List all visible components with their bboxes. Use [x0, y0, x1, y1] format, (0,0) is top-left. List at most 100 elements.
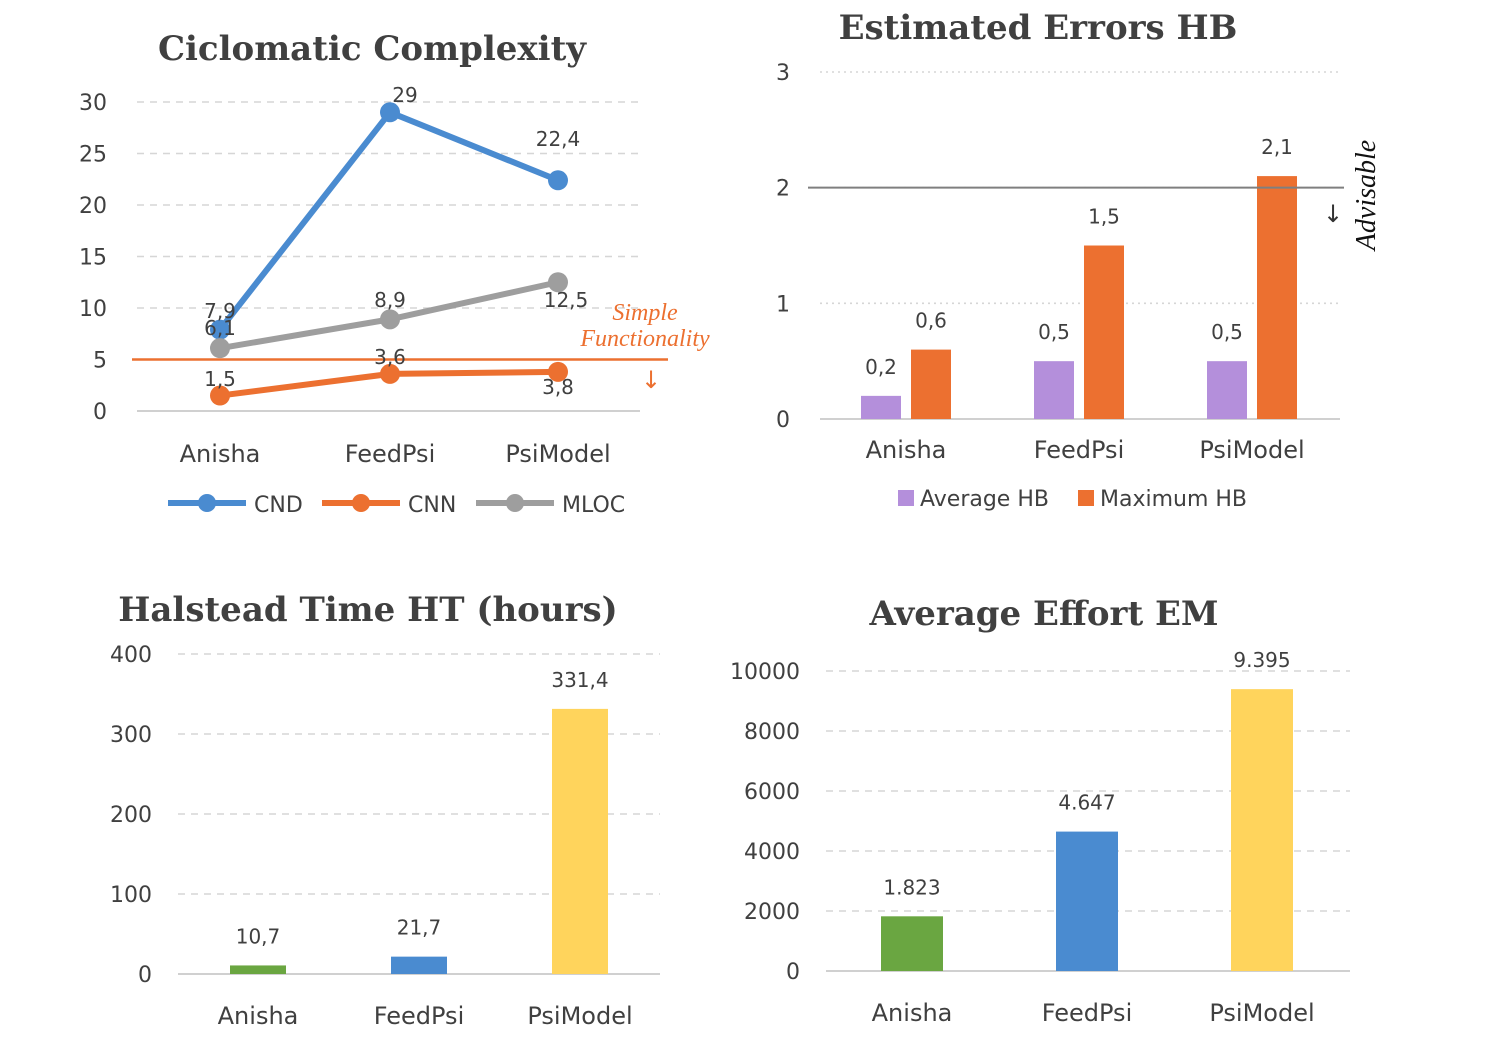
y-tick-label: 0 — [93, 400, 107, 425]
chart-1: Estimated Errors HB 0 1 2 3 Anisha FeedPsi PsiM… — [776, 8, 1382, 512]
data-label: 6,1 — [204, 316, 236, 340]
chart-title: Average Effort EM — [868, 594, 1218, 634]
data-label: 1.823 — [883, 875, 940, 899]
data-label: 10,7 — [236, 924, 281, 948]
legend-marker — [352, 494, 370, 512]
data-label: 1,5 — [1088, 205, 1120, 229]
y-tick-label: 25 — [79, 143, 107, 168]
data-label: 7,9 — [204, 299, 236, 323]
legend-label: CNN — [408, 493, 456, 518]
bar — [1056, 831, 1118, 971]
data-label: 4.647 — [1058, 791, 1115, 815]
bar — [391, 956, 447, 974]
y-tick-label: 0 — [138, 963, 152, 988]
y-tick-label: 5 — [93, 349, 107, 374]
y-tick-label: 10000 — [730, 660, 800, 685]
data-label: 0,2 — [865, 355, 897, 379]
data-point-cnn — [548, 361, 568, 382]
bar — [552, 708, 608, 974]
reference-label: Simple — [612, 300, 678, 326]
x-category-label: PsiModel — [1199, 436, 1304, 464]
y-tick-label: 300 — [110, 723, 152, 748]
x-category-label: FeedPsi — [374, 1002, 464, 1030]
bar — [881, 916, 943, 971]
legend-swatch — [1078, 490, 1094, 506]
x-category-label: Anisha — [872, 999, 953, 1027]
data-point-cnd — [548, 170, 568, 191]
reference-label: Advisable — [1351, 140, 1382, 252]
legend-label: Average HB — [920, 487, 1049, 512]
reference-label: Functionality — [579, 326, 710, 352]
chart-title: Ciclomatic Complexity — [158, 29, 587, 69]
y-tick-label: 30 — [79, 91, 107, 116]
legend-swatch — [898, 490, 914, 506]
x-category-label: FeedPsi — [1034, 436, 1124, 464]
data-point-cnd — [210, 319, 230, 340]
data-label: 22,4 — [536, 127, 581, 151]
x-category-label: Anisha — [180, 440, 261, 468]
x-category-label: PsiModel — [505, 440, 610, 468]
x-category-label: Anisha — [218, 1002, 299, 1030]
bar-average-hb — [1207, 361, 1247, 419]
y-tick-label: 3 — [776, 61, 790, 86]
data-point-cnn — [210, 385, 230, 406]
chart-3: Average Effort EM 0 2000 4000 6000 8000 10000 A… — [730, 594, 1350, 1027]
bar-maximum-hb — [1257, 176, 1297, 419]
data-label: 21,7 — [397, 916, 442, 940]
y-tick-label: 0 — [786, 960, 800, 985]
data-label: 3,6 — [374, 345, 406, 369]
y-tick-label: 10 — [79, 297, 107, 322]
x-category-label: FeedPsi — [1042, 999, 1132, 1027]
data-label: 12,5 — [544, 288, 589, 312]
y-tick-label: 6000 — [744, 780, 800, 805]
y-tick-label: 4000 — [744, 840, 800, 865]
y-tick-label: 15 — [79, 246, 107, 271]
data-label: 0,5 — [1038, 320, 1070, 344]
data-label: 3,8 — [542, 375, 574, 399]
data-point-mloc — [210, 338, 230, 359]
legend-label: Maximum HB — [1100, 487, 1247, 512]
bar — [230, 965, 286, 974]
data-label: 8,9 — [374, 288, 406, 312]
bar-maximum-hb — [1084, 245, 1124, 419]
bar — [1231, 689, 1293, 971]
y-tick-label: 0 — [776, 408, 790, 433]
x-category-label: PsiModel — [1209, 999, 1314, 1027]
y-tick-label: 100 — [110, 883, 152, 908]
data-point-mloc — [548, 272, 568, 293]
y-tick-label: 400 — [110, 643, 152, 668]
data-point-cnd — [380, 102, 400, 123]
x-category-label: FeedPsi — [345, 440, 435, 468]
legend-label: CND — [254, 493, 303, 518]
x-category-label: PsiModel — [527, 1002, 632, 1030]
y-tick-label: 2000 — [744, 900, 800, 925]
legend-label: MLOC — [562, 493, 625, 518]
reference-arrow: ↓ — [641, 366, 661, 394]
reference-arrow: ↓ — [1323, 200, 1343, 228]
data-label: 9.395 — [1233, 648, 1290, 672]
data-label: 331,4 — [551, 668, 608, 692]
data-label: 1,5 — [204, 367, 236, 391]
data-point-mloc — [380, 309, 400, 330]
data-point-cnn — [380, 363, 400, 384]
chart-title: Halstead Time HT (hours) — [118, 590, 617, 630]
y-tick-label: 1 — [776, 292, 790, 317]
bar-average-hb — [861, 395, 901, 419]
bar-average-hb — [1034, 361, 1074, 419]
bar-maximum-hb — [911, 349, 951, 419]
legend-marker — [198, 494, 216, 512]
y-tick-label: 200 — [110, 803, 152, 828]
chart-title: Estimated Errors HB — [839, 8, 1238, 48]
y-tick-label: 20 — [79, 194, 107, 219]
y-tick-label: 2 — [776, 177, 790, 202]
y-tick-label: 8000 — [744, 720, 800, 745]
chart-0: Ciclomatic Complexity 0 5 10 15 20 25 30 Anisha F… — [79, 29, 710, 518]
legend-marker — [506, 494, 524, 512]
data-label: 29 — [392, 83, 417, 107]
x-category-label: Anisha — [866, 436, 947, 464]
data-label: 0,6 — [915, 309, 947, 333]
data-label: 0,5 — [1211, 320, 1243, 344]
data-label: 2,1 — [1261, 135, 1293, 159]
